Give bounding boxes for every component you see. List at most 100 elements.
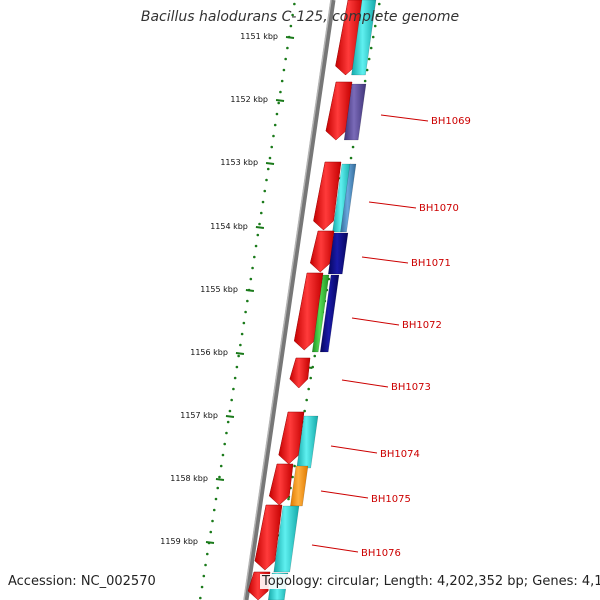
cog-bar xyxy=(351,0,377,76)
tick-dot xyxy=(205,552,209,556)
tick-dot xyxy=(265,178,268,182)
tick-label: 1158 kbp xyxy=(170,474,208,483)
gene-label-leader xyxy=(368,201,417,209)
tick-dot xyxy=(254,244,258,248)
tick-dot xyxy=(287,497,290,501)
tick-dot xyxy=(291,13,294,17)
tick-label: 1152 kbp xyxy=(230,95,268,104)
tick-dot xyxy=(373,24,377,28)
tick-dot xyxy=(237,354,240,358)
cog-bar xyxy=(319,274,340,353)
cog-bar xyxy=(311,274,330,353)
major-tick-mark xyxy=(245,289,255,292)
cds-arrow xyxy=(289,357,311,389)
gene-label: BH1069 xyxy=(431,116,471,127)
tick-dot xyxy=(273,123,277,127)
tick-dot xyxy=(202,574,206,578)
tick-label: 1157 kbp xyxy=(180,411,218,420)
tick-dot xyxy=(258,222,261,226)
tick-dot xyxy=(377,2,381,6)
tick-dot xyxy=(279,90,282,94)
cds-arrow xyxy=(335,0,365,76)
cog-bar xyxy=(327,232,349,275)
tick-dot xyxy=(239,343,242,347)
tick-dot xyxy=(226,420,230,424)
tick-dot xyxy=(371,35,375,39)
tick-dot xyxy=(253,255,256,259)
tick-dot xyxy=(293,2,296,6)
tick-label: 1151 kbp xyxy=(240,32,278,41)
tick-dot xyxy=(251,266,254,270)
tick-dot xyxy=(209,530,213,534)
tick-dot xyxy=(266,167,270,171)
tick-dot xyxy=(230,398,233,402)
cog-bar xyxy=(290,465,309,507)
tick-dot xyxy=(307,387,310,391)
tick-dot xyxy=(293,464,296,468)
major-tick-mark xyxy=(205,541,215,544)
tick-dot xyxy=(228,409,232,413)
tick-dot xyxy=(272,134,275,138)
tick-dot xyxy=(211,519,214,523)
major-tick-mark xyxy=(265,162,275,165)
cds-arrow xyxy=(268,463,294,506)
backbone-highlight xyxy=(243,0,332,600)
tick-dot xyxy=(221,453,225,457)
gene-label: BH1076 xyxy=(361,548,401,559)
tick-dot xyxy=(305,398,308,402)
gene-label: BH1075 xyxy=(371,494,411,505)
cog-bar xyxy=(343,83,367,141)
tick-dot xyxy=(223,442,226,446)
tick-dot xyxy=(218,475,221,479)
cds-arrow xyxy=(325,81,353,141)
tick-label: 1156 kbp xyxy=(190,348,228,357)
tick-dot xyxy=(242,321,246,325)
gene-label: BH1071 xyxy=(411,258,451,269)
genome-summary-text: Topology: circular; Length: 4,202,352 bp… xyxy=(260,574,600,589)
tick-dot xyxy=(289,24,293,28)
gene-label-leader xyxy=(320,490,369,499)
tick-dot xyxy=(235,365,239,369)
cds-arrow xyxy=(309,230,335,273)
map-title: Bacillus halodurans C-125, complete geno… xyxy=(140,9,460,25)
tick-dot xyxy=(263,189,267,193)
gene-label-leader xyxy=(341,379,389,388)
backbone-line xyxy=(243,0,336,600)
tick-dot xyxy=(232,387,235,391)
tick-label: 1155 kbp xyxy=(200,285,238,294)
cog-bar xyxy=(340,163,357,233)
tick-dot xyxy=(246,299,249,303)
tick-dot xyxy=(303,409,306,413)
major-tick-mark xyxy=(215,478,225,481)
tick-dot xyxy=(233,376,237,380)
tick-dot xyxy=(204,563,207,567)
tick-dot xyxy=(313,354,317,358)
tick-dot xyxy=(212,508,216,512)
tick-label: 1159 kbp xyxy=(160,537,198,546)
gene-label-leader xyxy=(330,445,378,454)
accession-text: Accession: NC_002570 xyxy=(8,574,156,589)
tick-dot xyxy=(270,145,274,149)
tick-dot xyxy=(375,13,379,17)
major-tick-mark xyxy=(225,415,235,418)
tick-dot xyxy=(219,464,223,468)
tick-dot xyxy=(367,57,371,61)
tick-dot xyxy=(286,46,289,50)
major-tick-mark xyxy=(275,99,285,102)
gene-label-leader xyxy=(361,256,409,264)
tick-dot xyxy=(261,200,265,204)
gene-label: BH1070 xyxy=(419,203,459,214)
tick-dot xyxy=(244,310,247,314)
major-tick-mark xyxy=(255,226,265,229)
tick-dot xyxy=(200,585,204,589)
tick-dot xyxy=(365,68,369,72)
tick-dot xyxy=(240,332,244,336)
tick-dot xyxy=(216,486,220,490)
gene-label-leader xyxy=(351,317,400,326)
tick-dot xyxy=(199,596,202,600)
tick-dot xyxy=(284,57,287,61)
cds-arrow xyxy=(293,272,324,351)
major-tick-mark xyxy=(285,36,295,39)
